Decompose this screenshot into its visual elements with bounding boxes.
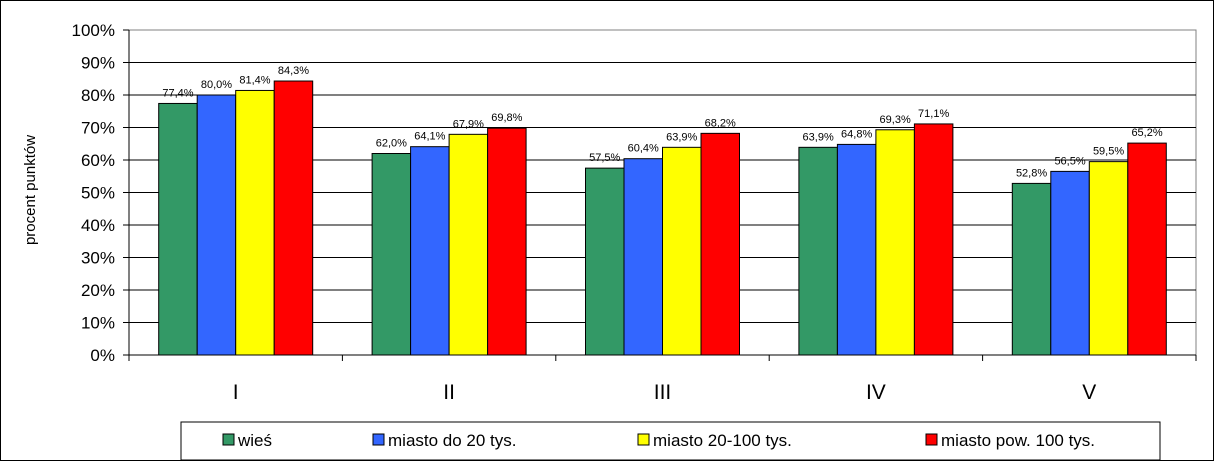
bar [1051, 171, 1090, 355]
y-tick-label: 60% [81, 151, 115, 170]
data-label: 80,0% [201, 79, 232, 91]
bar [1089, 162, 1128, 355]
legend-label: miasto do 20 tys. [388, 431, 517, 450]
data-label: 64,1% [414, 131, 445, 143]
data-label: 56,5% [1054, 155, 1085, 167]
data-label: 52,8% [1016, 167, 1047, 179]
legend-swatch [638, 434, 649, 445]
bar [624, 159, 663, 355]
y-tick-label: 10% [81, 314, 115, 333]
data-label: 84,3% [278, 65, 309, 77]
y-tick-label: 90% [81, 54, 115, 73]
legend-swatch [926, 434, 937, 445]
y-tick-label: 100% [72, 21, 115, 40]
bar [914, 124, 953, 355]
data-label: 71,1% [918, 108, 949, 120]
bar [663, 147, 702, 355]
data-label: 63,9% [666, 131, 697, 143]
data-label: 81,4% [239, 74, 270, 86]
data-label: 65,2% [1131, 127, 1162, 139]
y-tick-label: 20% [81, 281, 115, 300]
x-axis: I II III IV V [129, 355, 1196, 404]
y-tick-label: 30% [81, 249, 115, 268]
data-label: 64,8% [841, 128, 872, 140]
data-label: 77,4% [162, 87, 193, 99]
y-tick-label: 50% [81, 184, 115, 203]
bar [876, 130, 915, 355]
y-tick-label: 70% [81, 119, 115, 138]
bar [1128, 143, 1167, 355]
legend-label: miasto 20-100 tys. [653, 431, 792, 450]
y-axis-ticks: 0% 10% 20% 30% 40% 50% 60% 70% 80% 90% 100% [72, 21, 129, 365]
bar [701, 133, 740, 355]
x-tick-label: V [1082, 381, 1096, 404]
bar [449, 134, 488, 355]
data-label: 57,5% [589, 152, 620, 164]
legend-swatch [373, 434, 384, 445]
legend-swatch [223, 434, 234, 445]
x-tick-label: IV [866, 381, 886, 404]
bar [1012, 183, 1051, 355]
x-tick-label: I [233, 381, 239, 404]
legend: wieś miasto do 20 tys. miasto 20-100 tys. m… [181, 422, 1160, 460]
bar [159, 103, 198, 355]
data-label: 59,5% [1093, 146, 1124, 158]
data-label: 69,8% [491, 112, 522, 124]
x-tick-label: II [443, 381, 455, 404]
bar [372, 154, 411, 356]
data-label: 63,9% [803, 131, 834, 143]
data-label: 68,2% [705, 117, 736, 129]
data-label: 62,0% [376, 138, 407, 150]
y-tick-label: 80% [81, 86, 115, 105]
legend-label: wieś [237, 431, 272, 450]
y-tick-label: 40% [81, 216, 115, 235]
bar [488, 128, 526, 355]
y-axis-label: procent punktów [22, 135, 39, 245]
y-tick-label: 0% [90, 346, 115, 365]
bar [799, 147, 838, 355]
bar [837, 144, 876, 355]
data-label: 60,4% [628, 143, 659, 155]
bar [411, 147, 450, 355]
data-label: 67,9% [453, 118, 484, 130]
bar [236, 90, 275, 355]
x-tick-label: III [654, 381, 672, 404]
bar [586, 168, 625, 355]
bar [274, 81, 313, 355]
data-label: 69,3% [880, 114, 911, 126]
bar [197, 95, 236, 355]
legend-label: miasto pow. 100 tys. [941, 431, 1095, 450]
